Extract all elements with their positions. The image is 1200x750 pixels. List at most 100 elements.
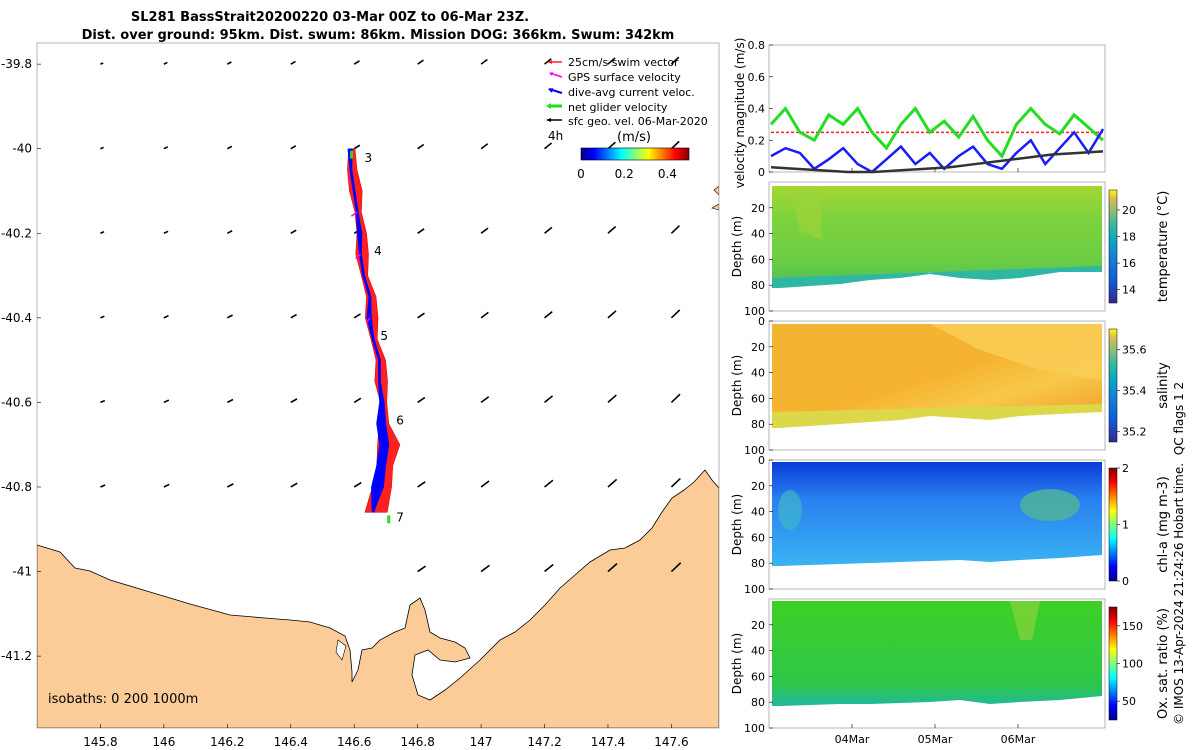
speed-colorbar-ticks: 0 0.2 0.4 [577, 167, 677, 181]
geo-velocity-arrow [100, 315, 105, 319]
depth-tick-label: 80 [751, 418, 765, 431]
depth-tick-label: 100 [744, 583, 765, 596]
colorbar-tick-label: 50 [1122, 695, 1136, 708]
map-y-tick-label: -41.2 [1, 649, 32, 663]
map-x-tick-label: 146.4 [274, 735, 308, 749]
geo-velocity-arrow [163, 230, 169, 235]
geo-velocity-arrow [544, 479, 554, 488]
geo-velocity-arrow [480, 58, 488, 65]
salinity-fresh-patch [930, 324, 1102, 380]
net-velocity-mark [387, 515, 391, 524]
depth-tick-label: 100 [744, 444, 765, 457]
oxygen-field [772, 601, 1102, 706]
depth-tick-label: 20 [751, 480, 765, 493]
geo-velocity-arrow [480, 311, 489, 319]
geo-velocity-vectors [100, 56, 682, 573]
day-marker-label: 4 [374, 244, 382, 258]
geo-velocity-arrow [417, 228, 425, 234]
depth-axis-label: Depth (m) [730, 355, 744, 416]
temperature-warm-patch [790, 190, 822, 240]
colorbar-tick-label: 0 [1122, 575, 1129, 588]
geo-velocity-arrow [163, 146, 169, 150]
geo-velocity-arrow [417, 312, 425, 319]
depth-tick-label: 80 [751, 696, 765, 709]
geo-velocity-arrow [417, 396, 426, 404]
colorbar-label: Ox. sat. ratio (%) [1156, 608, 1171, 719]
geo-velocity-arrow [226, 483, 234, 488]
map-y-tick-label: -40.2 [1, 226, 32, 240]
geo-velocity-arrow [100, 62, 104, 65]
legend-entry-swim: 25cm/s swim vector [548, 56, 679, 69]
geo-velocity-arrow [417, 565, 427, 573]
geo-velocity-arrow [607, 225, 617, 234]
map-x-tick-label: 146 [152, 735, 175, 749]
geo-velocity-arrow [353, 144, 361, 150]
geo-velocity-arrow [290, 398, 298, 404]
estuary [335, 639, 347, 661]
legend-entry-gps: GPS surface velocity [549, 71, 681, 84]
legend-label: sfc geo. vel. 06-Mar-2020 [568, 115, 708, 128]
map-x-tick-label: 146.6 [337, 735, 371, 749]
geo-velocity-arrow [353, 60, 360, 65]
day-marker-label: 5 [380, 329, 388, 343]
day-marker-label: 7 [396, 511, 404, 525]
colorbar-tick-label: 1 [1122, 519, 1129, 532]
map-y-tick-label: -39.8 [1, 57, 32, 71]
geo-velocity-arrow [480, 143, 489, 150]
gps-velocity-arrow [355, 253, 361, 259]
depth-tick-label: 100 [744, 305, 765, 318]
depth-tick-label: 60 [751, 392, 765, 405]
legend-entry-dive: dive-avg current veloc. [548, 86, 695, 99]
isobaths-label: isobaths: 0 200 1000m [48, 692, 198, 707]
speed-colorbar [580, 147, 690, 161]
depth-tick-label: 20 [751, 202, 765, 215]
copyright-text: © IMOS 13-Apr-2024 21:24:26 Hobart time. [1172, 463, 1186, 725]
oxygen-panel [768, 598, 1106, 729]
geo-velocity-arrow [163, 61, 168, 65]
geo-velocity-arrow [226, 230, 233, 234]
depth-tick-label: 20 [751, 341, 765, 354]
salinity-bottom-layer [772, 404, 1102, 428]
geo-velocity-arrow [100, 146, 104, 150]
velocity-y-tick-label: 0.2 [748, 134, 766, 147]
geo-velocity-arrow [544, 563, 554, 573]
legend-label: net glider velocity [568, 101, 668, 114]
colorbar-tick-label: 35.2 [1122, 426, 1147, 439]
depth-tick-label: 0 [758, 315, 765, 328]
geo-velocity-arrow [417, 481, 426, 488]
velocity-y-tick-label: 0.4 [748, 103, 766, 116]
depth-tick-label: 40 [751, 367, 765, 380]
velocity-ylabel: velocity magnitude (m/s) [733, 38, 747, 189]
chla-bloom-patch [1020, 489, 1080, 521]
speed-colorbar-tick: 0 [577, 167, 585, 181]
velocity-y-tick-label: 0.8 [748, 39, 766, 52]
colorbar-tick-label: 35.6 [1122, 344, 1147, 357]
depth-tick-label: 40 [751, 506, 765, 519]
qc-text: QC flags 1 2 [1172, 382, 1186, 455]
legend-label: dive-avg current veloc. [568, 86, 695, 99]
section-colorbar [1108, 189, 1118, 304]
geo-velocity-arrow [544, 395, 554, 404]
temperature-panel [768, 181, 1106, 312]
legend-time-label: 4h [548, 129, 563, 143]
gps-velocity-arrow [366, 317, 371, 323]
geo-velocity-arrow [544, 58, 552, 65]
depth-axis-label: Depth (m) [730, 494, 744, 555]
geo-velocity-arrow [226, 61, 232, 65]
colorbar-tick-label: 150 [1122, 620, 1143, 633]
geo-velocity-arrow [544, 311, 553, 319]
map-x-tick-label: 145.8 [83, 735, 117, 749]
geo-velocity-arrow [226, 314, 233, 319]
speed-colorbar-tick: 0.4 [658, 167, 677, 181]
geo-velocity-arrow [100, 484, 106, 488]
colorbar-title: (m/s) [617, 130, 651, 145]
temperature-bottom-layer [772, 266, 1102, 288]
dive-avg-band [347, 148, 390, 513]
land-islet [711, 203, 719, 211]
geo-velocity-arrow [607, 563, 618, 573]
map-legend: 25cm/s swim vector GPS surface velocity … [546, 56, 708, 181]
colorbar-tick-label: 18 [1122, 231, 1136, 244]
